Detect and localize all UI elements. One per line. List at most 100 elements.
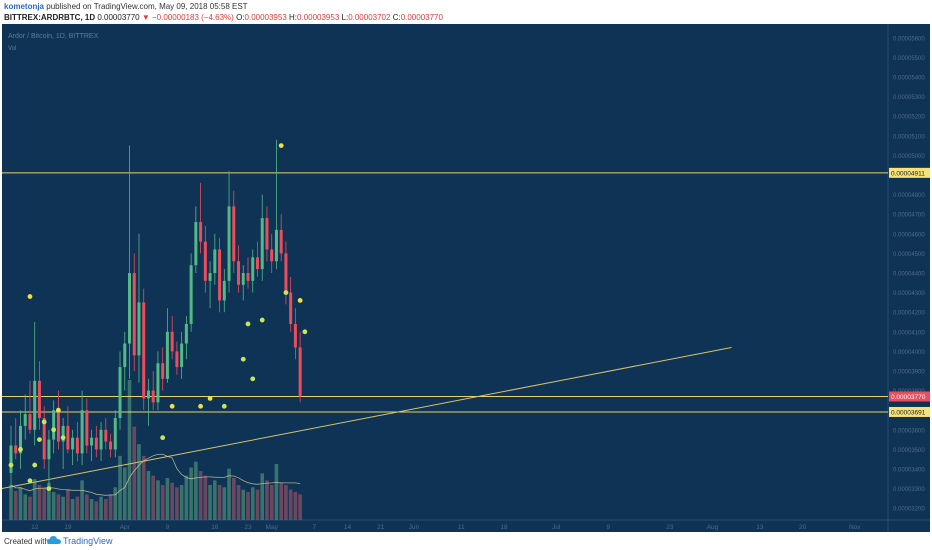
candle-body <box>161 363 165 379</box>
candle-body <box>203 241 207 281</box>
price-axis[interactable]: 0.00003200 0.00003300 0.00003400 0.00003500… <box>889 36 930 513</box>
volume-bar <box>265 480 269 520</box>
volume-bar <box>298 494 302 520</box>
candle-body <box>222 280 226 301</box>
volume-bar <box>80 480 84 520</box>
candle-body <box>156 363 160 403</box>
price-tick-label: 0.00004800 <box>893 193 925 199</box>
indicator-dot <box>51 427 57 433</box>
candle-body <box>113 418 117 450</box>
price-tick-label: 0.00004200 <box>893 311 925 317</box>
volume-bar <box>198 471 203 520</box>
indicator-dot <box>245 321 251 327</box>
price-tick-label: 0.00004600 <box>893 232 925 238</box>
price-tick-label: 0.00005100 <box>893 134 925 140</box>
volume-bar <box>227 468 231 520</box>
time-tick-label: Nov <box>849 524 861 531</box>
candle-body <box>14 445 18 454</box>
candle-body <box>241 273 245 285</box>
candle-body <box>142 302 146 399</box>
volume-bar <box>42 487 46 520</box>
volume-bar <box>213 480 217 520</box>
time-tick-label: May <box>266 524 279 531</box>
indicator-dot <box>27 478 33 484</box>
volume-bar <box>9 485 13 520</box>
indicator-dot <box>8 462 14 468</box>
volume-bar <box>175 487 179 520</box>
candle-body <box>151 390 155 403</box>
candle-body <box>52 410 56 440</box>
price-tick-label: 0.00005200 <box>893 115 925 121</box>
price-tick-label: 0.00003400 <box>893 468 925 474</box>
price-tick-label: 0.00005400 <box>893 76 925 82</box>
volume-bar <box>37 485 42 520</box>
price-change: ▼ −0.00000183 (−4.63%) <box>141 13 234 22</box>
author-link[interactable]: kometonja <box>4 2 45 11</box>
volume-bar <box>18 487 23 520</box>
candles <box>9 139 302 489</box>
candle-body <box>289 292 293 324</box>
volume-bar <box>99 496 103 520</box>
candle-body <box>270 249 274 262</box>
candle-body <box>56 410 60 442</box>
price-tick-label: 0.00003900 <box>893 370 925 376</box>
volume-bar <box>160 485 165 520</box>
volume-bar <box>137 444 141 520</box>
indicator-dot <box>41 419 47 425</box>
volume-bar <box>246 492 250 520</box>
candle-body <box>265 218 269 250</box>
symbol-label: BITTREX:ARDRBTC, 1D <box>4 13 96 22</box>
chart-subtitle: Vol <box>8 46 16 52</box>
candle-body <box>260 218 264 270</box>
time-tick-label: Apr <box>120 524 131 531</box>
price-tick-label: 0.00004100 <box>893 330 925 336</box>
tradingview-brand[interactable]: TradingView <box>63 536 113 546</box>
volume-bar <box>127 380 132 520</box>
candle-body <box>293 323 297 348</box>
low-value: 0.00003702 <box>348 13 391 22</box>
indicator-dot <box>297 298 303 303</box>
candle-body <box>227 206 231 281</box>
volume-bar <box>279 482 283 520</box>
time-tick-label: 9 <box>606 524 610 531</box>
price-tick-label: 0.00003200 <box>893 507 925 513</box>
volume-bar <box>85 494 89 520</box>
volume-bar <box>118 455 122 520</box>
indicator-dot <box>169 403 175 409</box>
volume-bar <box>122 467 127 520</box>
candle-body <box>99 429 103 450</box>
candle-body <box>137 302 141 356</box>
candle-body <box>251 257 255 281</box>
price-tick-label: 0.00003600 <box>893 428 925 434</box>
chart-header: kometonja published on TradingView.com, … <box>0 0 932 24</box>
price-tick-label: 0.00003500 <box>893 448 925 454</box>
time-tick-label: 7 <box>313 524 317 531</box>
volume-bar <box>47 482 51 520</box>
volume-bar <box>288 489 293 520</box>
indicator-dot <box>278 143 284 148</box>
candle-body <box>170 331 174 352</box>
indicator-dot <box>18 447 23 452</box>
price-tick-label: 0.00005300 <box>893 95 925 101</box>
candle-body <box>75 437 79 454</box>
volume-bar <box>156 480 160 520</box>
candle-body <box>123 343 127 368</box>
time-tick-label: 23 <box>244 524 252 531</box>
volume-ma-line <box>10 453 301 496</box>
price-label-text: 0.00003770 <box>891 394 926 401</box>
price-chart[interactable]: 0.00003200 0.00003300 0.00003400 0.00003500… <box>2 24 930 532</box>
close-value: 0.00003770 <box>400 13 443 22</box>
price-label-tag <box>889 406 930 417</box>
indicator-dot <box>46 486 52 491</box>
indicator-dot <box>27 294 33 299</box>
volume-bar <box>94 501 99 520</box>
time-tick-label: 14 <box>344 524 352 531</box>
chart-title: Ardor / Bitcoin, 1D, BITTREX <box>8 33 99 40</box>
chart-area[interactable]: 0.00003200 0.00003300 0.00003400 0.00003500… <box>2 24 930 532</box>
time-tick-label: 23 <box>666 524 674 531</box>
time-axis[interactable]: 12 19 Apr 9 16 23 May 7 14 21 Jun 11 18 Jul 9 23 Aug 13 20… <box>31 524 861 531</box>
indicator-dot <box>250 376 256 382</box>
volume-bar <box>274 464 279 520</box>
indicator-dot <box>32 462 38 468</box>
volume-bar <box>170 482 174 520</box>
